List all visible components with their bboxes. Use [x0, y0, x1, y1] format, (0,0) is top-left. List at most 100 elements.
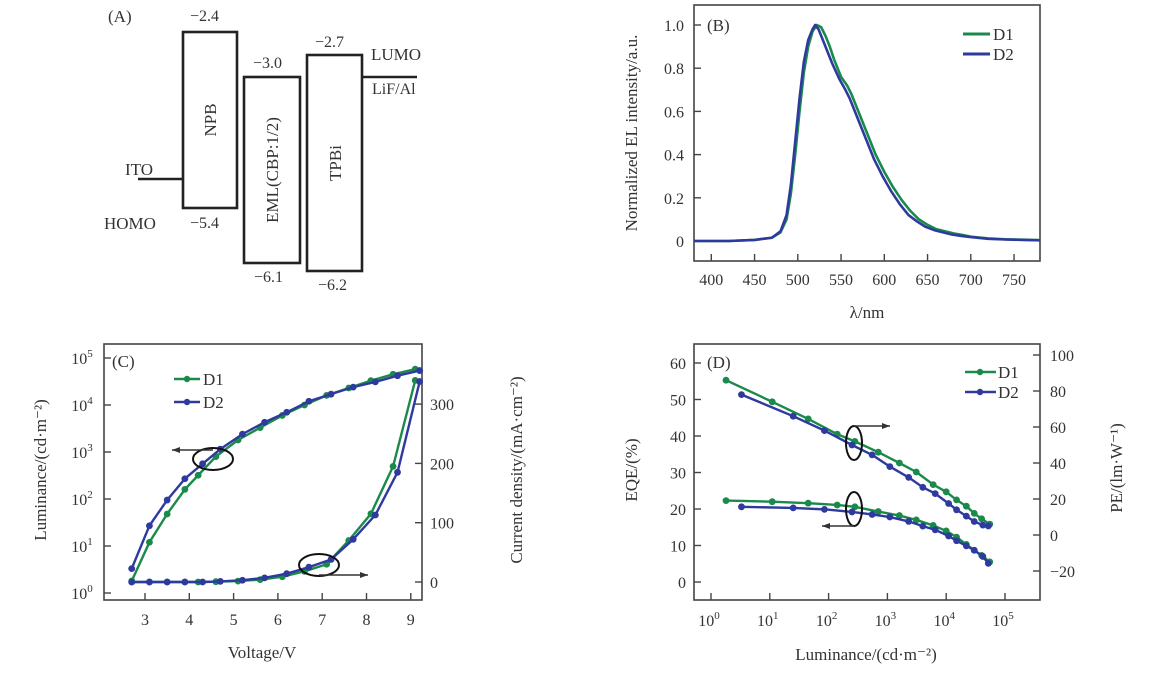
panel-c-xlabel: Voltage/V	[228, 643, 297, 662]
d-pe-d1-point-7	[912, 468, 920, 476]
c-xtick-label-8: 8	[363, 612, 371, 629]
d-eqe-d1-line	[725, 499, 991, 563]
c-luminance-d2-point-8	[283, 408, 291, 416]
d-eqe-d1-point-2	[804, 499, 812, 507]
d-eqe-d2-point-2	[821, 505, 828, 513]
d-eqe-d2-point-13	[979, 553, 987, 560]
c-luminance-d2-point-7	[261, 418, 269, 426]
c-luminance-d2-point-4	[199, 460, 206, 468]
d-pe-d1-point-0	[722, 376, 730, 384]
d-y2tick-label-1: 0	[1050, 528, 1058, 545]
d-eqe-d2-point-5	[886, 513, 894, 521]
d-eqe-d1-point-7	[912, 516, 920, 524]
c-y2tick-label-0: 0	[430, 575, 438, 592]
d-pe-d1-point-11	[962, 502, 970, 510]
d-ytick-label-40: 40	[670, 429, 686, 446]
c-current-density-d2-point-12	[371, 511, 379, 519]
lif-al-label: LiF/Al	[372, 81, 416, 98]
current-arrowhead	[360, 572, 368, 578]
c-xtick-label-7: 7	[318, 612, 326, 629]
b-xtick-label-550: 550	[829, 272, 853, 289]
c-luminance-d2-point-14	[416, 367, 424, 374]
npb-lumo-value: −2.4	[190, 8, 219, 25]
c-y2tick-label-100: 100	[430, 516, 454, 533]
d-pe-d1-point-6	[896, 459, 903, 467]
c-y2tick-label-300: 300	[430, 397, 454, 414]
d-xtick-label-0: 100	[698, 610, 720, 630]
d-eqe-d2-point-6	[905, 518, 913, 525]
c-luminance-d2-point-10	[327, 390, 335, 398]
tpbi-layer-box	[305, 53, 364, 273]
c-xtick-label-9: 9	[407, 612, 415, 629]
tpbi-layer-label: TPBi	[326, 145, 345, 181]
d-ytick-label-30: 30	[670, 466, 686, 483]
current-ellipse	[298, 553, 340, 577]
lumo-label: LUMO	[371, 45, 421, 64]
d-eqe-d1-point-5	[874, 508, 882, 515]
c-current-density-d2-point-2	[163, 578, 171, 586]
d-pe-d1-point-12	[970, 510, 978, 517]
d-eqe-d1-point-3	[833, 501, 841, 509]
d-y2tick-label-3: 40	[1050, 456, 1066, 473]
panel-d-ticks: 100 101 102 103 104 105 0 10 20 30 40 50 60 −20 0 20 40 6…	[670, 348, 1075, 630]
b-xtick-label-450: 450	[743, 272, 767, 289]
panel-c-frame	[103, 343, 423, 601]
d-pe-d2-point-8	[931, 490, 939, 497]
panel-b-ticks: 400 450 500 550 600 650 700 750 0 0.2 0.4 0.6 0.8 1.0	[664, 18, 1026, 289]
c-current-density-d1-point-13	[389, 462, 397, 470]
legend-d1-label: D1	[998, 363, 1019, 382]
c-luminance-d2-point-1	[146, 522, 153, 530]
d-ytick-label-50: 50	[670, 393, 686, 410]
panel-b-el-spectrum: (B) 400 450 500 550 600 650 700 750 0 0.2 0.4 0.6 0.…	[622, 4, 1041, 322]
legend-d1-marker	[976, 368, 984, 376]
c-xtick-label-6: 6	[274, 612, 282, 629]
d-eqe-d2-point-8	[931, 526, 939, 534]
panel-c-y2label: Current density/(mA·cm⁻²)	[507, 376, 526, 563]
d-pe-d2-point-1	[789, 412, 797, 420]
panel-d-annotations	[822, 423, 890, 529]
b-ytick-label-5: 1.0	[664, 18, 684, 35]
eml-layer-label: EML(CBP:1/2)	[263, 117, 282, 223]
legend-d2-marker	[976, 388, 984, 396]
panel-b-ylabel: Normalized EL intensity/a.u.	[622, 35, 641, 232]
b-xtick-label-400: 400	[699, 272, 723, 289]
b-ytick-label-1: 0.2	[664, 191, 684, 208]
c-luminance-d2-point-12	[371, 378, 379, 386]
c-y2tick-label-200: 200	[430, 456, 454, 473]
panel-c-legend: D1 D2	[174, 370, 224, 412]
legend-d1-marker	[183, 375, 191, 383]
c-current-density-d2-point-13	[394, 468, 401, 476]
d-pe-d2-point-0	[738, 391, 745, 398]
c-luminance-d2-point-6	[239, 430, 246, 438]
b-xtick-label-650: 650	[916, 272, 940, 289]
c-ytick-label-4: 104	[71, 395, 93, 415]
panel-b-series	[694, 23, 1041, 243]
d-pe-d2-point-14	[984, 522, 992, 530]
c-current-density-d2-point-11	[349, 535, 357, 543]
c-xtick-label-3: 3	[141, 612, 149, 629]
c-current-density-d2-point-0	[128, 578, 136, 586]
legend-d2-label: D2	[203, 393, 224, 412]
d-pe-d1-point-10	[953, 496, 960, 504]
c-current-density-d2-point-14	[416, 378, 424, 385]
legend-d2-label: D2	[993, 45, 1014, 64]
npb-layer-label: NPB	[201, 103, 220, 136]
d-pe-d1-point-13	[978, 515, 986, 523]
c-current-density-d2-point-9	[305, 563, 313, 571]
b-xtick-label-500: 500	[786, 272, 810, 289]
panel-d-legend: D1 D2	[965, 363, 1019, 402]
c-luminance-d2-point-9	[305, 397, 313, 405]
ito-label: ITO	[125, 160, 153, 179]
d-eqe-d1-point-0	[722, 497, 730, 505]
panel-d-label: (D)	[707, 353, 731, 372]
d-pe-d2-point-12	[970, 518, 978, 525]
panel-d-efficiency: (D) 100 101 102 103 104 105 0 10 20 30 40 50 60 −20 0 2…	[622, 343, 1126, 664]
b-ytick-label-2: 0.4	[664, 148, 684, 165]
eml-homo-value: −6.1	[254, 269, 283, 286]
c-current-density-d2-line	[131, 381, 421, 584]
panel-c-annotations	[172, 447, 368, 578]
c-luminance-d2-point-3	[181, 475, 189, 483]
b-ytick-label-3: 0.6	[664, 104, 684, 121]
panel-c-series	[128, 365, 424, 586]
d-pe-d2-point-10	[953, 506, 960, 514]
